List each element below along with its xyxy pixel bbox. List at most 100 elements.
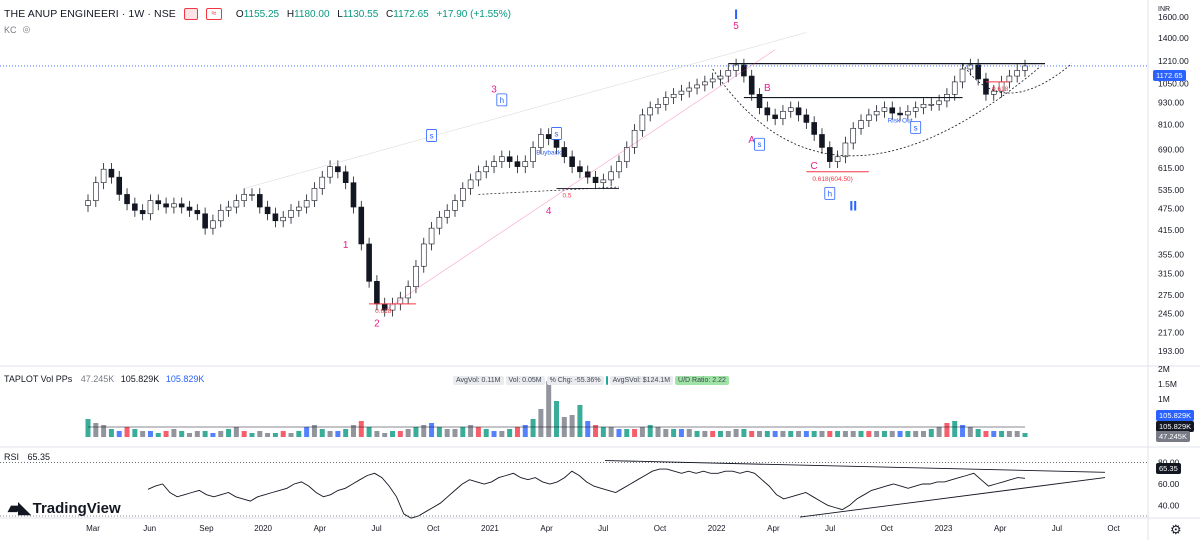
- candle-body: [475, 171, 482, 181]
- rsi-tick: 40.00: [1158, 500, 1180, 510]
- symbol-title[interactable]: THE ANUP ENGINEERI · 1W · NSE: [4, 8, 176, 20]
- volume-bar: [624, 429, 630, 437]
- time-axis[interactable]: Mar Jun Sep 2020 Apr Jul Oct 2021 Apr Jul Oct 2022 A…: [86, 524, 1120, 533]
- volume-bar: [983, 431, 989, 437]
- volume-bar: [460, 427, 466, 437]
- candle-body: [623, 147, 630, 162]
- candle-body: [303, 200, 310, 208]
- volume-bar: [499, 431, 505, 437]
- flag-icon[interactable]: [183, 8, 198, 20]
- volume-bar: [194, 431, 200, 437]
- annotation-label: Risk Out: [888, 117, 913, 124]
- candle-body: [663, 97, 669, 105]
- wave-label: 1: [343, 240, 349, 251]
- open-value: 1155.25: [243, 8, 280, 20]
- volume-bar: [733, 429, 739, 437]
- wave-label: 3: [491, 85, 497, 96]
- level-label: 0.618: [992, 86, 1009, 93]
- volume-bar: [491, 431, 497, 437]
- candle-body: [444, 210, 450, 218]
- rsi-title[interactable]: RSI: [4, 452, 20, 462]
- time-tick: 2022: [708, 524, 726, 533]
- indicator-name[interactable]: KC: [4, 24, 17, 35]
- candle-body: [288, 210, 294, 218]
- time-tick: Apr: [540, 524, 553, 533]
- volume-bar: [991, 431, 997, 437]
- cup-arc: [712, 66, 1041, 157]
- volume-bar: [593, 425, 599, 437]
- volume-bar: [764, 431, 770, 437]
- price-tick: 615.00: [1158, 163, 1184, 173]
- volume-bar: [678, 429, 684, 437]
- candle-body: [702, 81, 708, 86]
- compare-icon[interactable]: ≈: [205, 8, 222, 20]
- price-axis[interactable]: 1600.00 1400.00 1210.00 1050.00 930.00 810.00…: [1158, 12, 1189, 356]
- time-tick: Oct: [427, 524, 440, 533]
- candle-body: [694, 84, 700, 89]
- volume-bar: [374, 431, 380, 437]
- volume-bar: [866, 431, 872, 437]
- candle-body: [319, 176, 326, 189]
- candle-body: [577, 166, 583, 173]
- candle-body: [522, 161, 529, 167]
- candle-body: [350, 182, 357, 208]
- volume-bar: [366, 427, 372, 437]
- signal-badge-label: h: [828, 189, 832, 198]
- signal-badge-label: s: [430, 132, 434, 141]
- wave-label: B: [764, 83, 771, 94]
- candle-body: [616, 161, 622, 173]
- volume-bar: [725, 431, 731, 437]
- candle-body: [358, 206, 365, 245]
- volume-bar: [788, 431, 794, 437]
- volume-bar: [827, 431, 833, 437]
- volume-bar: [429, 423, 435, 437]
- candle-body: [819, 134, 825, 148]
- volume-bar: [358, 421, 364, 437]
- eye-off-icon[interactable]: ◎: [22, 24, 31, 34]
- candle-body: [210, 220, 216, 229]
- time-tick: Apr: [314, 524, 327, 533]
- candle-body: [1014, 70, 1020, 77]
- candle-body: [787, 107, 794, 112]
- handle-arc: [962, 63, 1073, 94]
- currency-label[interactable]: INR: [1158, 6, 1171, 13]
- volume-bar: [116, 431, 122, 437]
- volume-bar: [554, 401, 559, 437]
- tradingview-logo: ▰◣ TradingView: [8, 498, 121, 518]
- volume-bar: [905, 431, 911, 437]
- volume-title[interactable]: TAPLOT Vol PPs: [4, 374, 73, 384]
- volume-bar: [397, 431, 403, 437]
- signal-badge: [754, 137, 765, 151]
- candle-body: [194, 210, 201, 215]
- time-tick: Apr: [767, 524, 780, 533]
- volume-bar: [249, 433, 255, 437]
- change-value: +17.90 (+1.55%): [436, 8, 511, 20]
- volume-bar: [272, 433, 278, 437]
- volume-bar: [132, 429, 138, 437]
- settings-gear-icon[interactable]: ⚙: [1170, 522, 1182, 537]
- open-label: O: [235, 8, 244, 20]
- candle-body: [655, 103, 661, 109]
- volume-bar: [546, 381, 552, 437]
- volume-bar: [796, 431, 802, 437]
- volume-bar: [405, 429, 411, 437]
- candle-body: [686, 87, 693, 92]
- channel-line: [244, 32, 807, 189]
- volume-tick: 2M: [1158, 364, 1170, 374]
- volume-bar: [108, 429, 114, 437]
- volume-bar: [202, 431, 208, 437]
- candle-body: [928, 103, 935, 106]
- candle-body: [834, 156, 841, 162]
- time-tick: Oct: [654, 524, 667, 533]
- candle-body: [366, 243, 372, 282]
- volume-bar: [101, 425, 107, 437]
- candle-body: [514, 161, 521, 167]
- price-tick: 275.00: [1158, 290, 1184, 300]
- volume-bar: [327, 431, 333, 437]
- volume-bar: [187, 433, 193, 437]
- volume-value-2: 105.829K: [120, 374, 160, 384]
- volume-bar: [944, 423, 950, 437]
- volume-bar: [569, 415, 575, 437]
- time-tick: Jul: [825, 524, 835, 533]
